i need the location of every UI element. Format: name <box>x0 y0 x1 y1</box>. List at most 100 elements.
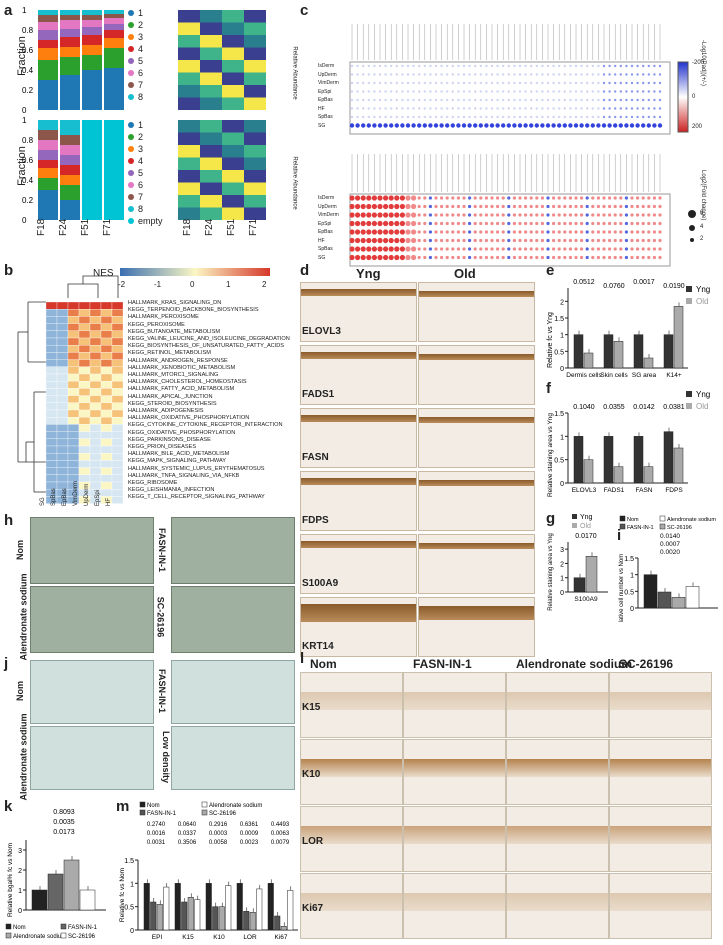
a-heat-cell <box>200 47 222 60</box>
a-heat-cell <box>222 132 244 145</box>
bar <box>225 885 232 931</box>
c-dot-bottom <box>405 195 411 201</box>
d-epidermis-yng <box>301 604 416 622</box>
c-dot-top <box>377 123 383 128</box>
c-dot-top <box>535 81 538 85</box>
axis-tick-label: 1 <box>560 576 564 583</box>
e-legend-yng: Yng <box>696 285 710 294</box>
bar <box>673 447 684 484</box>
c-dot-bottom <box>496 213 500 217</box>
c-dot-top <box>586 81 589 85</box>
c-dot-bottom <box>371 220 377 227</box>
a-legend-text: 8 <box>138 92 144 102</box>
c-dot-top <box>569 90 572 93</box>
d-micro-old <box>418 597 535 657</box>
b-heat-cells <box>45 301 124 504</box>
l-micrograph <box>403 806 506 872</box>
a-stack-seg <box>60 47 80 57</box>
c-dot-top <box>362 81 365 85</box>
c-dot-bottom <box>383 229 389 235</box>
l-header: Alendronate sodium <box>516 657 633 671</box>
c-dot-top <box>507 107 510 110</box>
c-dot-top <box>468 98 471 102</box>
g-legend-swatch-old <box>572 523 577 528</box>
c-dot-top <box>406 64 410 68</box>
c-dot-bottom <box>462 204 466 209</box>
i-legend-swatch <box>619 515 626 522</box>
l-epidermis <box>507 893 608 912</box>
b-heat-cell <box>56 359 69 367</box>
b-heat-cell <box>67 337 80 346</box>
c-dot-top <box>468 90 471 93</box>
m-pval: 0.4493 <box>271 822 290 828</box>
c-dot-top <box>356 98 359 102</box>
e-pval: 0.0190 <box>663 283 685 290</box>
c-dot-bottom <box>434 213 438 217</box>
c-dot-bottom <box>349 229 355 235</box>
c-dot-bottom <box>507 238 511 243</box>
b-heat-cell <box>67 395 80 403</box>
c-dot-bottom <box>613 204 617 209</box>
c-dot-top <box>446 90 449 93</box>
b-pathway-label: HALLMARK_CHOLESTEROL_HOMEOSTASIS <box>128 379 247 386</box>
c-dot-bottom <box>524 213 528 217</box>
c-dot-top <box>362 107 365 110</box>
b-heat-cell <box>45 402 58 411</box>
c-dot-bottom <box>524 221 528 226</box>
c-dot-bottom <box>501 230 505 234</box>
bar <box>573 577 586 593</box>
c-dot-bottom <box>445 196 449 200</box>
c-dot-bottom <box>630 196 634 200</box>
d-micro-old <box>418 408 535 468</box>
c-dot-bottom <box>568 247 572 251</box>
c-dot-top <box>479 98 482 102</box>
c-frame-bottom <box>349 193 671 267</box>
c-dot-top <box>518 81 522 85</box>
j-micro-fasn <box>171 660 295 724</box>
b-heat-cell <box>45 467 58 475</box>
a-stack-bot: 00.20.40.60.81 <box>22 116 124 225</box>
a-legend-item: 2 <box>128 132 143 142</box>
a-legend-dot <box>128 122 134 128</box>
c-dot-top <box>614 98 617 102</box>
a-heat-cell <box>244 47 266 60</box>
a-heat-sample-F18: F18 <box>182 218 193 236</box>
bar <box>573 436 584 484</box>
c-row-label-bottom: UpDerm <box>318 203 337 210</box>
c-dot-top <box>524 90 527 93</box>
c-dot-bottom <box>546 221 550 226</box>
b-pathway-label: KEGG_PRION_DISEASES <box>128 444 197 450</box>
a-stack-seg <box>60 185 80 200</box>
m-pval: 0.0023 <box>240 840 259 846</box>
a-heat-cell <box>244 60 266 73</box>
a-heat-sample-F71: F71 <box>248 218 259 236</box>
c-dot-bottom <box>428 221 432 226</box>
axis-tick-label: 1.5 <box>124 858 134 865</box>
axis-tick-label: 1 <box>130 881 134 888</box>
c-dot-top <box>502 64 505 68</box>
x-label: FASN <box>636 487 653 494</box>
c-dot-bottom <box>349 220 355 227</box>
a-heat-cell <box>178 157 200 170</box>
c-dot-top <box>636 107 639 110</box>
a-heat-cell <box>178 182 200 195</box>
a-heat-cell <box>200 182 222 195</box>
c-dot-top <box>356 115 359 119</box>
b-heat-cell <box>78 316 91 324</box>
b-heat-cell <box>45 337 58 346</box>
l-epidermis <box>507 759 608 778</box>
a-legend-dot <box>128 34 134 40</box>
c-dot-top <box>440 81 443 85</box>
c-dot-top <box>429 64 432 68</box>
c-dot-top <box>362 98 365 102</box>
b-scale-tick: 1 <box>226 280 231 289</box>
c-dot-top <box>541 115 544 119</box>
a-stack-seg <box>82 27 102 35</box>
b-heat-cell <box>89 395 102 403</box>
c-dot-top <box>524 81 527 85</box>
c-dot-top <box>552 115 555 119</box>
a-sample-F18: F18 <box>36 218 47 236</box>
e-pval: 0.0512 <box>573 279 595 286</box>
panel-b-heatmap <box>17 268 270 504</box>
a-stack-seg <box>60 120 80 135</box>
